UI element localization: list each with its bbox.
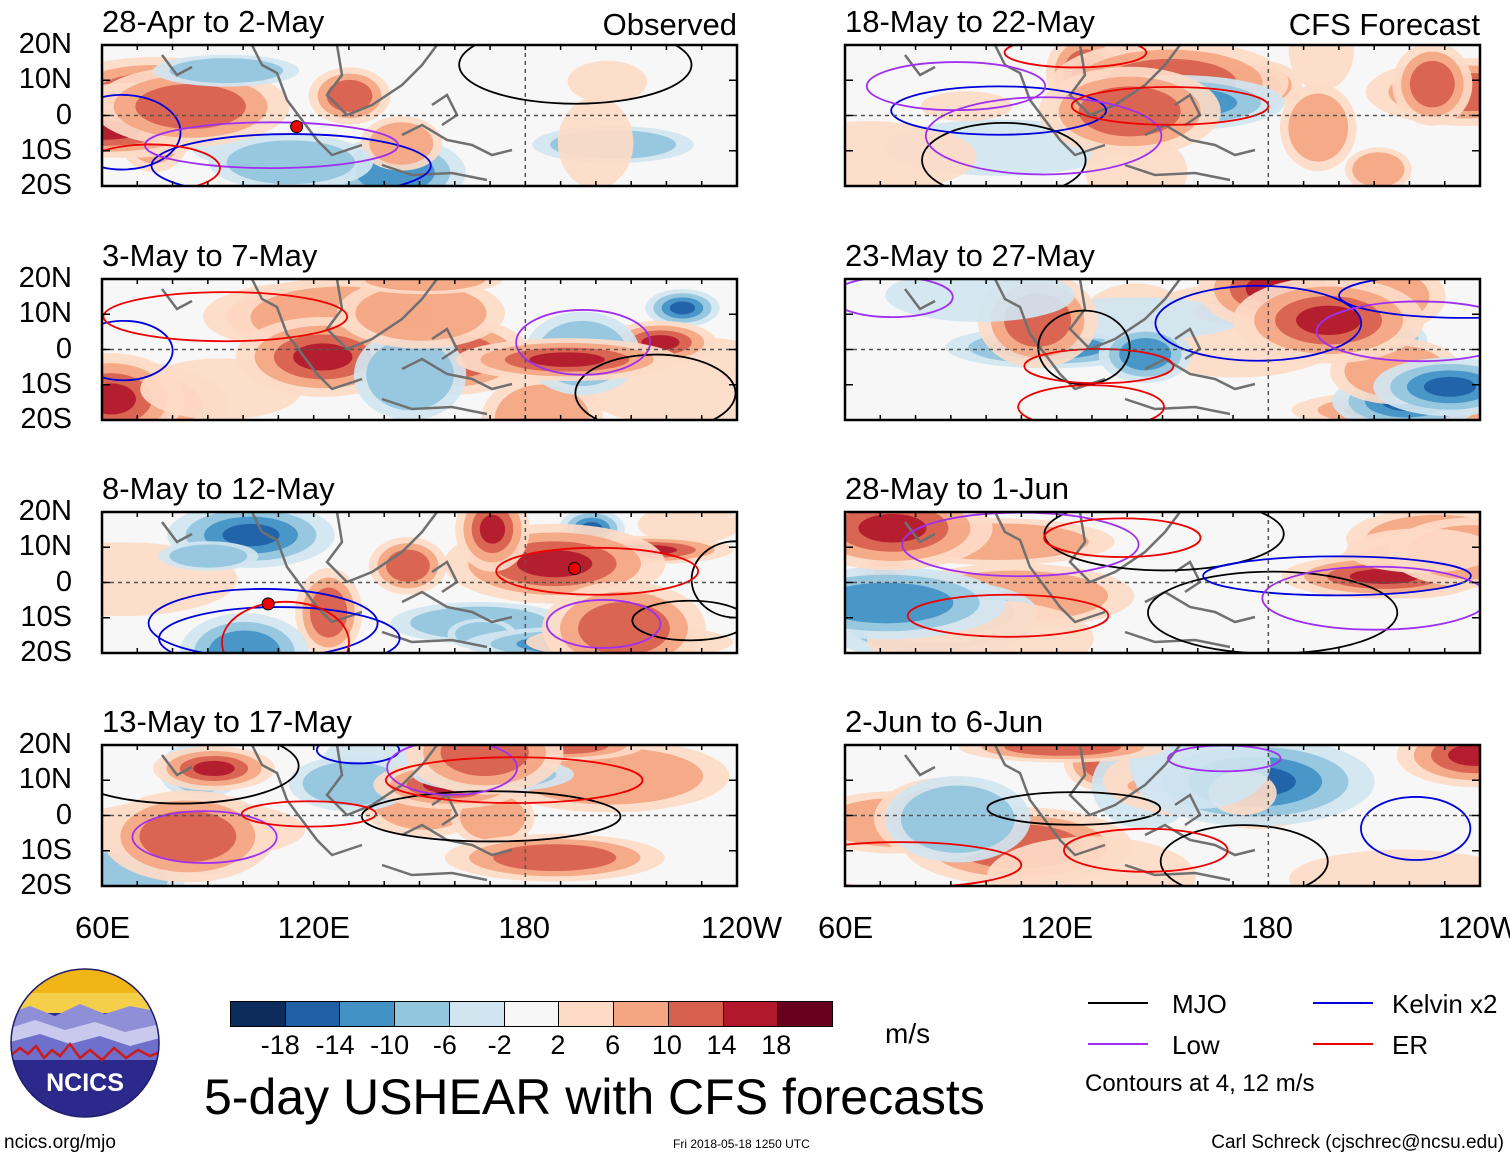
colorbar-swatch	[339, 1001, 396, 1027]
map-panel	[843, 510, 1482, 655]
longitude-label: 120E	[277, 910, 351, 945]
latitude-label: 20S	[20, 403, 72, 435]
colorbar-tick-label: 6	[605, 1030, 621, 1060]
colorbar-swatch	[722, 1001, 779, 1027]
latitude-label: 10S	[20, 133, 72, 166]
colorbar-tick-label: 2	[550, 1030, 566, 1060]
latitude-label: 10S	[20, 833, 72, 866]
colorbar-swatch	[777, 1001, 833, 1027]
latitude-label: 0	[55, 565, 72, 598]
map-panel	[100, 43, 739, 188]
ncics-logo: NCICS	[10, 968, 160, 1118]
author-credit: Carl Schreck (cjschrec@ncsu.edu)	[1211, 1132, 1504, 1153]
colorbar-swatch	[667, 1001, 724, 1027]
longitude-label: 120E	[1020, 910, 1094, 945]
colorbar-swatch	[503, 1001, 560, 1027]
colorbar-swatch	[613, 1001, 669, 1027]
timestamp: Fri 2018-05-18 1250 UTC	[673, 1137, 810, 1151]
latitude-label: 10N	[18, 530, 72, 563]
colorbar-tick-label: -14	[315, 1030, 355, 1060]
latitude-label: 0	[55, 98, 72, 131]
latitude-label: 20S	[20, 636, 72, 668]
colorbar-tick-label: -10	[370, 1030, 410, 1060]
longitude-label: 180	[1241, 910, 1294, 945]
colorbar-tick-label: -6	[432, 1030, 457, 1060]
colorbar-tick-label: -2	[487, 1030, 512, 1060]
panel-title: 23-May to 27-May	[845, 238, 1095, 273]
website-link[interactable]: ncics.org/mjo	[4, 1132, 116, 1153]
panel-title: 13-May to 17-May	[102, 704, 352, 739]
panel-title: 28-Apr to 2-May	[102, 4, 325, 39]
latitude-label: 20N	[18, 262, 72, 294]
legend-contours-note: Contours at 4, 12 m/s	[1085, 1070, 1315, 1097]
legend-er-line	[1313, 1043, 1373, 1045]
panel-title: 2-Jun to 6-Jun	[845, 704, 1044, 739]
latitude-label: 0	[55, 798, 72, 831]
colorbar-tick-label: -18	[260, 1030, 300, 1060]
longitude-label: 60E	[818, 910, 874, 945]
map-panel	[843, 743, 1482, 888]
latitude-label: 10S	[20, 367, 72, 400]
map-panel	[843, 277, 1482, 422]
latitude-label: 10N	[18, 297, 72, 330]
colorbar-units: m/s	[885, 1018, 931, 1049]
tropical-cyclone-icon	[568, 562, 582, 576]
latitude-label: 20S	[20, 869, 72, 901]
legend-er-label: ER	[1392, 1030, 1429, 1060]
latitude-label: 10N	[18, 763, 72, 796]
colorbar-swatch	[230, 1001, 286, 1027]
legend-low-label: Low	[1172, 1030, 1220, 1060]
colorbar-tick-label: 18	[761, 1030, 792, 1060]
colorbar-swatch	[394, 1001, 450, 1027]
latitude-label: 0	[55, 332, 72, 365]
latitude-label: 20N	[18, 728, 72, 760]
legend-mjo-label: MJO	[1172, 989, 1227, 1019]
legend-kelvin-label: Kelvin x2	[1392, 989, 1498, 1019]
panel-title: 3-May to 7-May	[102, 238, 318, 273]
longitude-label: 60E	[75, 910, 131, 945]
legend-kelvin-line	[1313, 1002, 1373, 1004]
panel-note: Observed	[602, 7, 737, 42]
panel-title: 28-May to 1-Jun	[845, 471, 1069, 506]
latitude-label: 20S	[20, 169, 72, 201]
main-title: 5-day USHEAR with CFS forecasts	[204, 1069, 985, 1125]
longitude-label: 120W	[1438, 910, 1510, 945]
latitude-label: 20N	[18, 28, 72, 60]
latitude-label: 10S	[20, 600, 72, 633]
map-panel	[100, 510, 739, 655]
colorbar-tick-label: 10	[651, 1030, 682, 1060]
colorbar-swatch	[284, 1001, 341, 1027]
logo-text: NCICS	[46, 1069, 124, 1097]
latitude-label: 20N	[18, 495, 72, 527]
panel-title: 18-May to 22-May	[845, 4, 1095, 39]
tropical-cyclone-icon	[261, 597, 275, 611]
map-panels-canvas	[100, 43, 1482, 888]
tropical-cyclone-icon	[290, 120, 304, 134]
colorbar-swatch	[558, 1001, 615, 1027]
colorbar-tick-label: 14	[706, 1030, 737, 1060]
latitude-label: 10N	[18, 63, 72, 96]
legend-low-line	[1088, 1043, 1148, 1045]
map-panel	[100, 277, 739, 422]
longitude-label: 180	[498, 910, 551, 945]
colorbar-swatch	[448, 1001, 505, 1027]
panel-note: CFS Forecast	[1288, 7, 1480, 42]
longitude-label: 120W	[701, 910, 782, 945]
legend-mjo-line	[1088, 1002, 1148, 1004]
map-panel	[843, 43, 1482, 188]
panel-title: 8-May to 12-May	[102, 471, 335, 506]
map-panel	[100, 743, 739, 888]
